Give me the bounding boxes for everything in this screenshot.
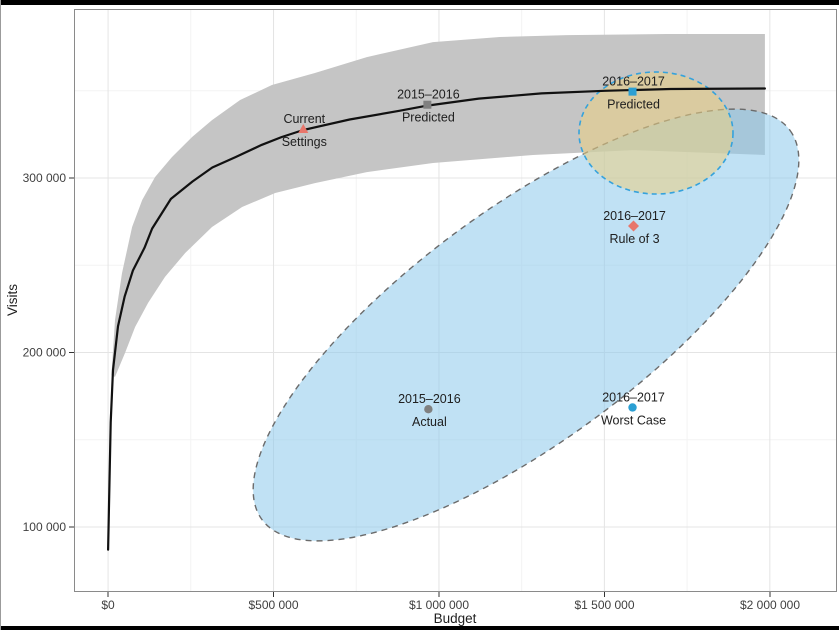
bottom-black-bar: [0, 626, 839, 630]
point-predicted-2015-2016: [423, 100, 432, 109]
worst-case-scenario-region-ellipse: [252, 108, 800, 542]
label-worst-case-2016-2017-line1: 2016–2017: [602, 390, 665, 404]
point-worst-case-2016-2017: [628, 403, 637, 412]
y-tick-label-300000: 300 000: [23, 171, 67, 185]
label-current-settings-line1: Current: [283, 112, 325, 126]
data-point-layer: [298, 87, 640, 414]
y-tick-label-100000: 100 000: [23, 520, 67, 534]
point-current-settings: [298, 123, 309, 133]
left-edge-line: [0, 0, 1, 630]
fit-curve: [107, 87, 766, 551]
x-tick-label-500000: $500 000: [248, 598, 298, 612]
x-tick-label-1000000: $1 000 000: [409, 598, 469, 612]
label-predicted-2015-2016-line2: Predicted: [402, 111, 455, 125]
point-label-layer: Current Settings 2015–2016 Predicted 2016–20…: [282, 75, 666, 430]
point-predicted-2016-2017: [628, 87, 637, 96]
panel-border: [74, 9, 837, 592]
y-tick-label-200000: 200 000: [23, 346, 67, 360]
scenario-ellipse-layer: [252, 71, 800, 542]
x-tick-label-2000000: $2 000 000: [740, 598, 800, 612]
x-tick-label-0: $0: [101, 598, 115, 612]
label-predicted-2015-2016-line1: 2015–2016: [397, 88, 460, 102]
y-axis-title: Visits: [5, 284, 20, 316]
label-current-settings-line2: Settings: [282, 135, 327, 149]
predicted-scenario-region-ellipse: [578, 71, 734, 195]
label-predicted-2016-2017-line1: 2016–2017: [602, 75, 665, 89]
point-rule-of-3-2016-2017: [628, 220, 640, 232]
label-actual-2015-2016-line1: 2015–2016: [398, 392, 461, 406]
x-axis-title: Budget: [434, 611, 477, 626]
point-actual-2015-2016: [424, 405, 433, 414]
label-predicted-2016-2017-line2: Predicted: [607, 98, 660, 112]
label-rule-of-3-2016-2017-line2: Rule of 3: [609, 232, 659, 246]
fit-curve-layer: [107, 87, 766, 551]
top-black-bar: [0, 0, 839, 5]
label-rule-of-3-2016-2017-line1: 2016–2017: [603, 209, 666, 223]
label-worst-case-2016-2017-line2: Worst Case: [601, 413, 666, 427]
axis-ticks: [69, 177, 771, 597]
label-actual-2015-2016-line2: Actual: [412, 415, 447, 429]
x-tick-label-1500000: $1 500 000: [574, 598, 634, 612]
